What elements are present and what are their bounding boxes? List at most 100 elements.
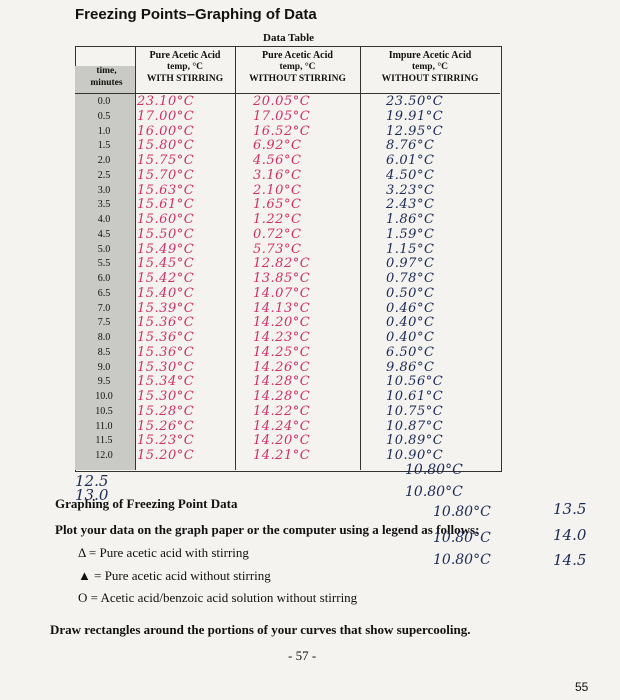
temp-cell: 17.05°C [253, 108, 311, 124]
time-cell: 10.5 [95, 405, 113, 417]
time-cell: 2.5 [97, 169, 111, 181]
temp-cell: 15.36°C [137, 315, 195, 331]
temp-cell: 0.97°C [386, 256, 435, 272]
temp-cell: 10.75°C [386, 403, 444, 419]
temp-cell: 19.91°C [386, 108, 444, 124]
temp-cell: 0.40°C [386, 330, 435, 345]
temp-cell: 10.80°C [405, 462, 463, 478]
temp-cell: 15.49°C [137, 241, 195, 257]
temp-cell: 15.30°C [137, 389, 195, 404]
temp-cell: 14.07°C [253, 285, 311, 301]
temp-cell: 15.40°C [137, 285, 195, 301]
legend-entry: ▲ = Pure acetic acid without stirring [78, 568, 271, 583]
legend-entry: Δ = Pure acetic acid with stirring [78, 545, 249, 560]
time-cell: 3.5 [97, 199, 111, 211]
time-cell: 3.0 [97, 184, 111, 196]
time-cell: 6.5 [97, 287, 111, 299]
time-cell: 1.5 [97, 140, 111, 152]
time-cell: 12.0 [95, 450, 113, 461]
table-caption: Data Table [263, 32, 315, 44]
time-cell: 12.5 [75, 472, 109, 490]
temp-cell: 15.42°C [137, 271, 195, 286]
temp-cell: 4.56°C [253, 153, 302, 168]
temp-cell: 14.25°C [253, 344, 311, 360]
temp-cell: 0.40°C [386, 315, 435, 331]
temp-cell: 0.50°C [386, 285, 435, 301]
temp-cell: 14.26°C [253, 359, 311, 375]
legend-entry: O = Acetic acid/benzoic acid solution wi… [78, 590, 358, 605]
time-column [75, 66, 135, 470]
col-rule [235, 46, 236, 470]
temp-cell: 15.20°C [137, 448, 195, 463]
temp-cell: 2.10°C [253, 182, 302, 198]
time-cell: 8.5 [97, 346, 111, 358]
time-cell: 0.0 [97, 96, 111, 107]
temp-cell: 14.22°C [253, 403, 311, 419]
temp-cell: 6.92°C [253, 138, 302, 154]
temp-cell: 12.95°C [386, 123, 444, 139]
temp-cell: 20.05°C [253, 94, 311, 109]
temp-cell: 15.50°C [137, 226, 195, 242]
temp-cell: 8.76°C [386, 138, 435, 154]
time-cell: 10.0 [95, 391, 113, 402]
temp-cell: 3.23°C [386, 182, 435, 198]
column-header: temp, °C [279, 62, 316, 72]
temp-cell: 15.30°C [137, 359, 195, 375]
temp-cell: 15.26°C [137, 418, 195, 434]
temp-cell: 14.21°C [253, 448, 311, 463]
temp-cell: 1.22°C [253, 212, 302, 227]
time-cell: 9.0 [97, 361, 111, 373]
time-cell: 13.0 [75, 486, 109, 504]
temp-cell: 15.75°C [137, 153, 195, 168]
temp-cell: 10.87°C [386, 418, 444, 434]
time-cell: 8.0 [97, 332, 111, 343]
temp-cell: 13.85°C [253, 271, 311, 286]
temp-cell: 12.82°C [253, 256, 311, 272]
col-rule [360, 46, 361, 470]
time-cell: 7.0 [97, 302, 111, 314]
temp-cell: 23.10°C [137, 94, 195, 109]
time-cell: 4.0 [97, 214, 111, 225]
temp-cell: 10.56°C [386, 374, 444, 390]
time-cell: 1.0 [97, 125, 111, 137]
note: Draw rectangles around the portions of y… [50, 622, 471, 637]
temp-cell: 10.80°C [405, 484, 463, 500]
temp-cell: 15.80°C [137, 138, 195, 154]
temp-cell: 15.61°C [137, 197, 195, 213]
time-cell: 11.5 [95, 435, 113, 447]
column-header: Pure Acetic Acid [262, 50, 333, 61]
column-header: WITH STIRRING [146, 74, 224, 84]
temp-cell: 16.52°C [253, 123, 311, 139]
column-header: temp, °C [167, 62, 203, 72]
temp-cell: 10.80°C [433, 530, 491, 546]
time-cell: 5.0 [97, 243, 111, 255]
corner-number: 55 [575, 680, 589, 694]
temp-cell: 14.28°C [253, 374, 311, 390]
temp-cell: 0.72°C [253, 226, 302, 242]
temp-cell: 14.28°C [253, 389, 311, 404]
time-cell: 5.5 [97, 258, 111, 270]
section-title: Graphing of Freezing Point Data [55, 496, 238, 511]
time-cell: 13.5 [553, 500, 587, 518]
time-cell: 2.0 [97, 155, 111, 166]
temp-cell: 14.24°C [253, 418, 311, 434]
temp-cell: 10.89°C [386, 433, 444, 449]
temp-cell: 23.50°C [386, 94, 444, 109]
temp-cell: 9.86°C [386, 359, 435, 375]
col-rule [135, 46, 136, 470]
page-number: - 57 - [288, 648, 317, 663]
temp-cell: 0.78°C [386, 271, 435, 286]
temp-cell: 3.16°C [253, 167, 302, 183]
column-header: Impure Acetic Acid [388, 50, 472, 61]
temp-cell: 16.00°C [137, 123, 195, 139]
temp-cell: 15.34°C [137, 374, 195, 390]
temp-cell: 15.36°C [137, 330, 195, 345]
temp-cell: 1.59°C [386, 226, 435, 242]
temp-cell: 10.80°C [433, 504, 491, 520]
temp-cell: 14.13°C [253, 300, 311, 316]
time-cell: 6.0 [97, 273, 111, 284]
temp-cell: 0.46°C [386, 300, 435, 316]
column-header: time, [96, 66, 117, 76]
column-header: minutes [90, 78, 123, 88]
